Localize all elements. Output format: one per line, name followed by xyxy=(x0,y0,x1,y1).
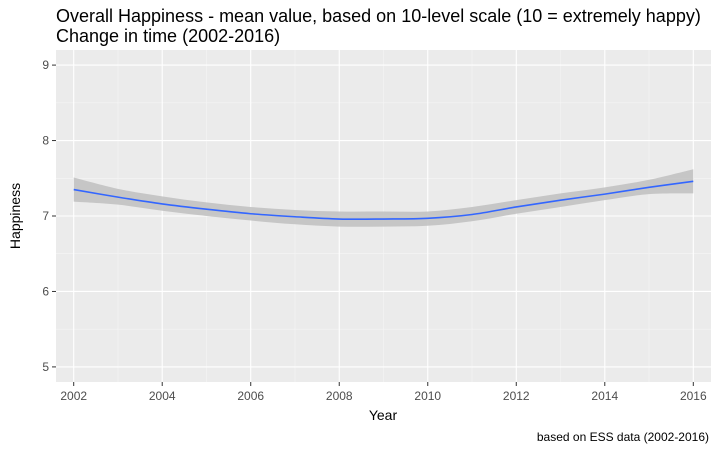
x-tick-label: 2006 xyxy=(237,389,264,403)
x-axis-ticks: 2002 2004 2006 2008 2010 2012 2014 2016 xyxy=(60,382,707,403)
chart-title: Overall Happiness - mean value, based on… xyxy=(56,6,701,26)
y-tick-label: 9 xyxy=(42,58,49,72)
x-tick-label: 2014 xyxy=(591,389,618,403)
chart-subtitle: Change in time (2002-2016) xyxy=(56,26,281,46)
y-tick-label: 5 xyxy=(42,360,49,374)
y-tick-label: 7 xyxy=(42,209,49,223)
y-axis-ticks: 5 6 7 8 9 xyxy=(42,58,56,374)
y-axis-title: Happiness xyxy=(7,183,23,249)
x-tick-label: 2002 xyxy=(60,389,87,403)
trend-line xyxy=(73,180,694,221)
chart-caption: based on ESS data (2002-2016) xyxy=(536,430,709,444)
x-tick-label: 2016 xyxy=(680,389,707,403)
y-tick-label: 8 xyxy=(42,134,49,148)
x-tick-label: 2008 xyxy=(326,389,353,403)
y-tick-label: 6 xyxy=(42,284,49,298)
x-axis-title: Year xyxy=(369,407,398,423)
x-tick-label: 2004 xyxy=(149,389,176,403)
x-tick-label: 2012 xyxy=(503,389,530,403)
x-tick-label: 2010 xyxy=(414,389,441,403)
